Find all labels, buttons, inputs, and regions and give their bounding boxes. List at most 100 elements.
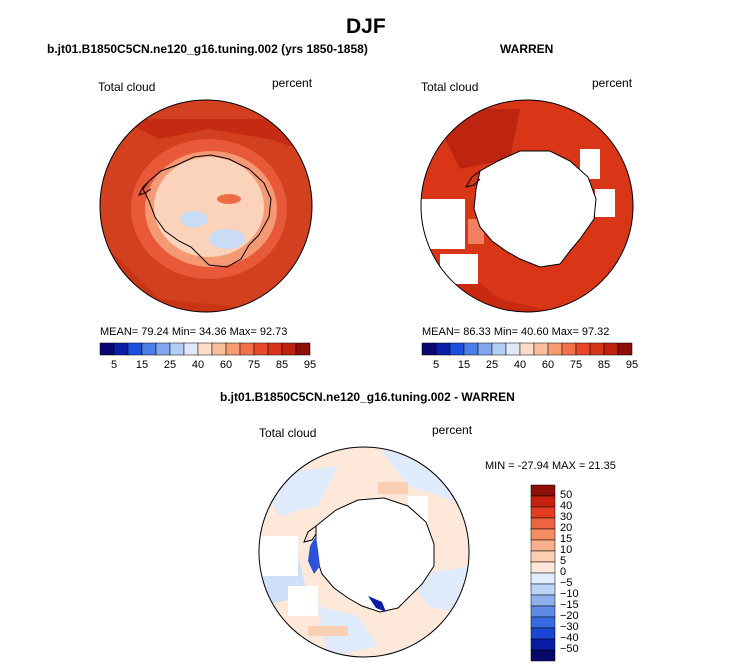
panel-1-colorbar-tick-label: 75 [247,359,261,371]
panel-1-colorbar-tick-label: 15 [135,359,149,371]
panel-2-map [420,99,634,313]
diff-colorbar-swatch [530,594,556,607]
panel-1-colorbar-swatch [281,342,297,356]
diff-panel-title: b.jt01.B1850C5CN.ne120_g16.tuning.002 - … [220,390,515,404]
panel-1-colorbar-swatch [113,342,129,356]
panel-2-colorbar-swatch [435,342,451,356]
panel-1-stats: MEAN= 79.24 Min= 34.36 Max= 92.73 [100,326,288,338]
panel-1-colorbar-swatch [99,342,115,356]
panel-2-variable-label: Total cloud [421,80,479,94]
panel-2-colorbar-tick-label: 5 [432,359,440,371]
panel-2-colorbar-tick-label: 60 [541,359,555,371]
diff-colorbar-tick-label: 50 [560,489,573,501]
diff-colorbar-swatch [530,627,556,640]
panel-1-colorbar-tick-label: 95 [303,359,317,371]
panel-2-colorbar-swatch [603,342,619,356]
diff-colorbar-swatch [530,572,556,585]
diff-colorbar-tick-label: 5 [560,555,567,567]
diff-panel-variable-label: Total cloud [259,426,317,440]
diff-panel-units-label: percent [432,423,473,437]
panel-1-colorbar-swatch [225,342,241,356]
panel-1-colorbar-tick-label: 25 [163,359,177,371]
panel-2-colorbar-swatch [547,342,563,356]
diff-colorbar-swatch [530,649,556,662]
panel-1-colorbar-tick-label: 5 [110,359,118,371]
panel-1-colorbar-swatch [169,342,185,356]
diff-colorbar-tick-label: −30 [560,621,579,633]
panel-2-colorbar-swatch [477,342,493,356]
diff-colorbar-tick-label: 20 [560,522,573,534]
diff-colorbar-tick-label: −5 [560,577,573,589]
diff-colorbar-tick-label: 40 [560,500,573,512]
diff-colorbar-tick-label: −40 [560,632,579,644]
diff-colorbar [530,484,556,662]
diff-colorbar-swatch [530,506,556,519]
missing-data-patch [259,536,298,576]
diff-colorbar-swatch [530,484,556,497]
panel-2-colorbar-tick-label: 40 [513,359,527,371]
panel-2-colorbar-swatch [463,342,479,356]
diff-colorbar-swatch [530,517,556,530]
panel-1-colorbar-swatch [253,342,269,356]
diff-colorbar-tick-label: 15 [560,533,573,545]
panel-2-colorbar-swatch [589,342,605,356]
panel-2-colorbar-tick-label: 15 [457,359,471,371]
panel-2-colorbar-labels: 5 15 25 40 60 75 85 95 [422,359,638,373]
panel-1-colorbar-swatch [183,342,199,356]
panel-1-map [99,99,313,313]
panel-2-colorbar-swatch [505,342,521,356]
diff-colorbar-tick-label: −15 [560,599,579,611]
diff-colorbar-tick-label: −50 [560,643,579,655]
panel-1-units-label: percent [272,76,313,90]
panel-1-colorbar [99,342,311,356]
panel-1-colorbar-swatch [141,342,157,356]
diff-panel-map [258,446,470,658]
diff-colorbar-tick-label: 10 [560,544,573,556]
panel-1-colorbar-swatch [295,342,311,356]
diff-colorbar-tick-label: 0 [560,566,567,578]
panel-2-title: WARREN [500,42,554,56]
missing-data-patch [421,199,465,249]
panel-2-colorbar-swatch [519,342,535,356]
diff-colorbar-swatch [530,638,556,651]
antarctica-interior [473,150,597,268]
diff-colorbar-swatch [530,561,556,574]
panel-1-colorbar-labels: 5 15 25 40 60 75 85 95 [100,359,316,373]
panel-2-colorbar-swatch [561,342,577,356]
panel-1-variable-label: Total cloud [98,80,156,94]
panel-2-colorbar-swatch [491,342,507,356]
panel-2-colorbar [421,342,633,356]
panel-2-colorbar-tick-label: 25 [485,359,499,371]
panel-2-colorbar-swatch [533,342,549,356]
diff-colorbar-tick-label: 30 [560,511,573,523]
panel-2-units-label: percent [592,76,633,90]
diff-panel-stats: MIN = -27.94 MAX = 21.35 [485,460,616,472]
panel-2-colorbar-tick-label: 95 [625,359,639,371]
diff-colorbar-swatch [530,616,556,629]
diff-colorbar-tick-label: −10 [560,588,579,600]
diff-colorbar-swatch [530,605,556,618]
panel-1-colorbar-swatch [211,342,227,356]
antarctica-interior [315,497,435,613]
diff-colorbar-labels: 50 40 30 20 15 10 5 0 −5 −10 −15 −20 −30 −40 −50 [560,485,600,665]
panel-1-colorbar-swatch [155,342,171,356]
diff-colorbar-swatch [530,495,556,508]
panel-2-colorbar-swatch [449,342,465,356]
panel-1-colorbar-swatch [267,342,283,356]
panel-2-stats: MEAN= 86.33 Min= 40.60 Max= 97.32 [422,326,610,338]
panel-1-colorbar-tick-label: 40 [191,359,205,371]
diff-colorbar-swatch [530,550,556,563]
diff-colorbar-tick-label: −20 [560,610,579,622]
panel-1-title: b.jt01.B1850C5CN.ne120_g16.tuning.002 (y… [47,42,368,56]
panel-1-colorbar-swatch [197,342,213,356]
diff-colorbar-swatch [530,528,556,541]
diff-colorbar-swatch [530,583,556,596]
panel-1-colorbar-tick-label: 60 [219,359,233,371]
panel-2-colorbar-swatch [575,342,591,356]
panel-2-colorbar-swatch [617,342,633,356]
panel-2-colorbar-tick-label: 75 [569,359,583,371]
panel-1-colorbar-swatch [239,342,255,356]
main-title: DJF [346,15,386,38]
antarctica-coastline [142,154,272,268]
panel-1-colorbar-tick-label: 85 [275,359,289,371]
